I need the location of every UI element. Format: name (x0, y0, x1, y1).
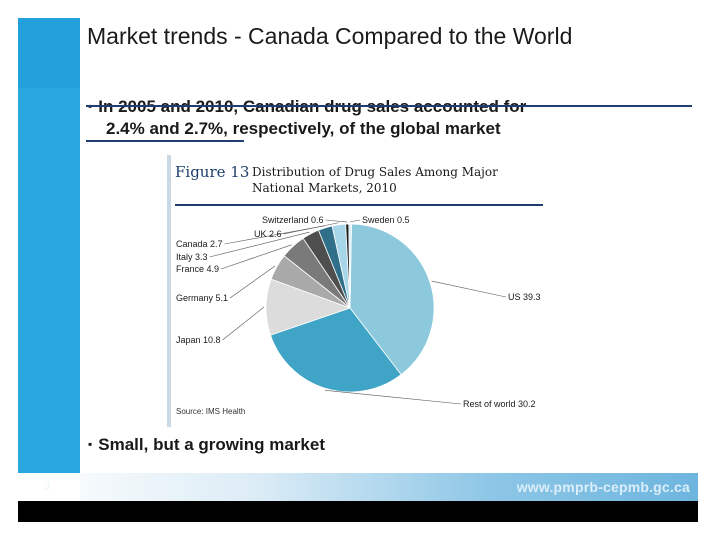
page-number: 3 (44, 480, 51, 492)
pie-leader-france (220, 244, 292, 270)
pie-leader-us (431, 280, 507, 298)
figure-number: Figure 13 (175, 163, 250, 181)
bullet-point-1: ▪In 2005 and 2010, Canadian drug sales a… (88, 95, 688, 140)
bullet-2-text: Small, but a growing market (98, 435, 325, 454)
pie-label-sweden: Sweden 0.5 (362, 215, 410, 225)
pie-leader-sweden (350, 219, 361, 223)
pie-chart: US 39.3 Rest of world 30.2 Japan 10.8 Germa… (176, 215, 541, 409)
footer-url: www.pmprb-cepmb.gc.ca (516, 479, 690, 495)
bullet-icon: ▪ (88, 437, 93, 451)
figure-source: Source: IMS Health (176, 407, 246, 416)
strike-line-1 (86, 105, 692, 107)
figure-panel: Figure 13 Distribution of Drug Sales Amo… (167, 155, 552, 427)
bullet-point-2: ▪ Small, but a growing market (88, 433, 325, 456)
pie-leader-uk (283, 222, 339, 235)
slide-title: Market trends - Canada Compared to the W… (87, 23, 573, 49)
pie-label-canada: Canada 2.7 (176, 239, 223, 249)
pie-label-switzerland: Switzerland 0.6 (262, 215, 324, 225)
pie-slice-us (349, 223, 435, 376)
strike-line-2 (86, 140, 244, 142)
pie-label-rest-of-world: Rest of world 30.2 (463, 399, 536, 409)
pie-slice-rest-of-world (269, 307, 402, 393)
bullet-1-line-2: 2.4% and 2.7%, respectively, of the glob… (106, 119, 501, 138)
pie-label-us: US 39.3 (508, 292, 541, 302)
pie-slice-sweden (348, 223, 352, 309)
figure-title: Distribution of Drug Sales Among Major N… (252, 165, 498, 195)
footer-strip-left (18, 473, 80, 501)
pie-leader-switzerland (325, 219, 348, 223)
footer-strip (18, 473, 698, 501)
left-accent-bar-top (18, 18, 80, 88)
pie-leader-italy (209, 231, 310, 258)
figure-shadow (167, 155, 171, 427)
pie-label-germany: Germany 5.1 (176, 293, 228, 303)
pie-label-france: France 4.9 (176, 264, 219, 274)
pie-leader-japan (222, 306, 265, 341)
pie-leader-rest-of-world (325, 390, 462, 405)
figure-rule (175, 204, 543, 206)
pie-leader-germany (229, 265, 276, 299)
left-accent-bar (18, 18, 80, 473)
pie-label-uk: UK 2.6 (254, 229, 282, 239)
pie-label-italy: Italy 3.3 (176, 252, 208, 262)
pie-label-japan: Japan 10.8 (176, 335, 221, 345)
bottom-black-bar (18, 501, 698, 522)
